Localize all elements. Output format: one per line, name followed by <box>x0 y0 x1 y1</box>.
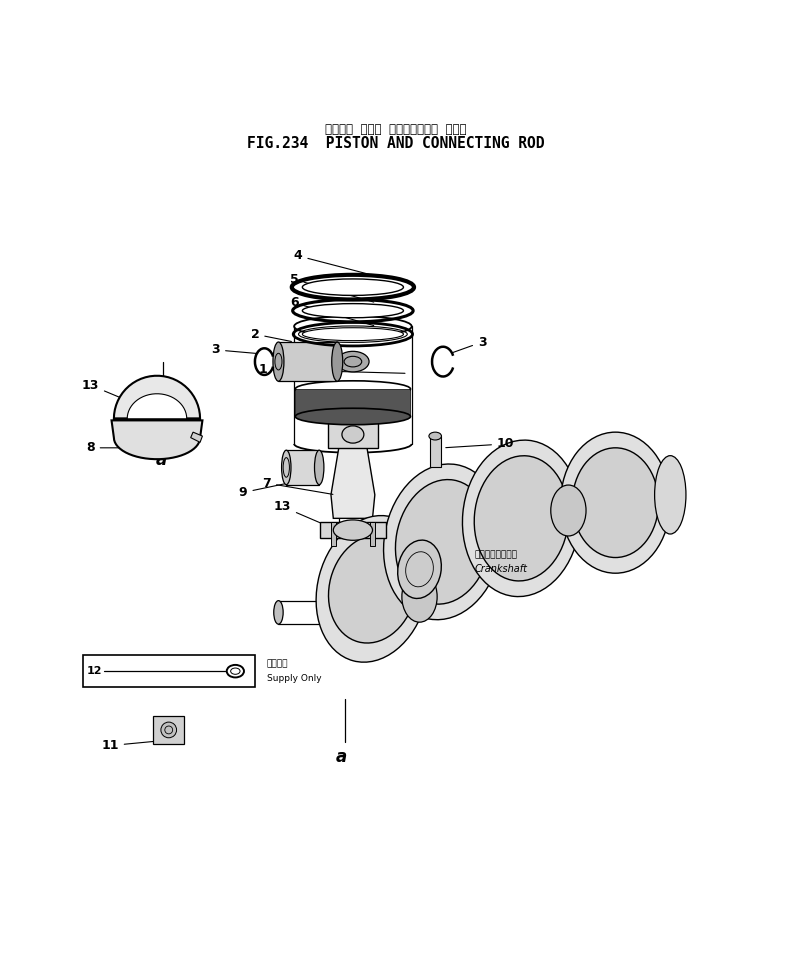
Ellipse shape <box>573 448 658 557</box>
Text: 4: 4 <box>294 249 374 276</box>
Polygon shape <box>331 448 375 518</box>
Text: 10: 10 <box>446 437 515 450</box>
Polygon shape <box>328 421 378 448</box>
Ellipse shape <box>303 304 403 318</box>
Ellipse shape <box>561 432 670 574</box>
Ellipse shape <box>274 601 284 624</box>
Text: 7: 7 <box>262 476 333 495</box>
Text: クランクシャフト: クランクシャフト <box>474 550 517 560</box>
Text: 1: 1 <box>258 363 405 376</box>
Text: 13: 13 <box>82 379 135 403</box>
Text: 2: 2 <box>250 327 291 342</box>
Polygon shape <box>286 450 319 485</box>
Text: 11: 11 <box>101 739 157 752</box>
Ellipse shape <box>383 464 502 619</box>
Ellipse shape <box>395 479 490 604</box>
Ellipse shape <box>337 352 369 372</box>
Polygon shape <box>295 389 410 417</box>
Ellipse shape <box>402 571 437 622</box>
Polygon shape <box>112 421 203 459</box>
Ellipse shape <box>314 450 324 485</box>
Text: 12: 12 <box>86 666 102 676</box>
Bar <box>153 716 185 744</box>
Bar <box>82 656 255 687</box>
Text: 6: 6 <box>290 296 374 325</box>
Ellipse shape <box>463 440 581 597</box>
Ellipse shape <box>474 456 569 581</box>
Ellipse shape <box>333 520 372 541</box>
Text: 3: 3 <box>211 344 257 356</box>
Polygon shape <box>430 436 440 468</box>
Text: 13: 13 <box>274 500 335 529</box>
Ellipse shape <box>295 408 410 425</box>
Ellipse shape <box>429 432 441 440</box>
Ellipse shape <box>342 426 364 443</box>
Ellipse shape <box>332 342 343 381</box>
Ellipse shape <box>398 541 441 598</box>
Text: Crankshaft: Crankshaft <box>474 564 527 575</box>
Ellipse shape <box>550 485 586 536</box>
Polygon shape <box>128 393 187 419</box>
Polygon shape <box>191 432 203 442</box>
Ellipse shape <box>329 535 417 643</box>
Ellipse shape <box>655 456 686 534</box>
Text: 8: 8 <box>86 441 123 454</box>
Polygon shape <box>331 522 336 545</box>
Text: FIG.234  PISTON AND CONNECTING ROD: FIG.234 PISTON AND CONNECTING ROD <box>247 136 545 151</box>
Text: Supply Only: Supply Only <box>267 674 322 683</box>
Ellipse shape <box>316 515 429 662</box>
Ellipse shape <box>303 327 403 341</box>
Ellipse shape <box>161 722 177 737</box>
Ellipse shape <box>282 450 291 485</box>
Text: 9: 9 <box>239 482 293 499</box>
Polygon shape <box>114 376 200 419</box>
Ellipse shape <box>303 279 403 295</box>
Text: a: a <box>336 748 347 767</box>
Text: 補給専用: 補給専用 <box>267 659 288 669</box>
Text: ピストン  および  コネクティング  ロッド: ピストン および コネクティング ロッド <box>326 123 466 136</box>
Polygon shape <box>320 522 386 538</box>
Text: a: a <box>155 451 166 468</box>
Ellipse shape <box>273 342 284 381</box>
Polygon shape <box>279 342 337 381</box>
Text: 5: 5 <box>290 273 374 302</box>
Text: 3: 3 <box>452 335 486 353</box>
Polygon shape <box>370 522 375 545</box>
